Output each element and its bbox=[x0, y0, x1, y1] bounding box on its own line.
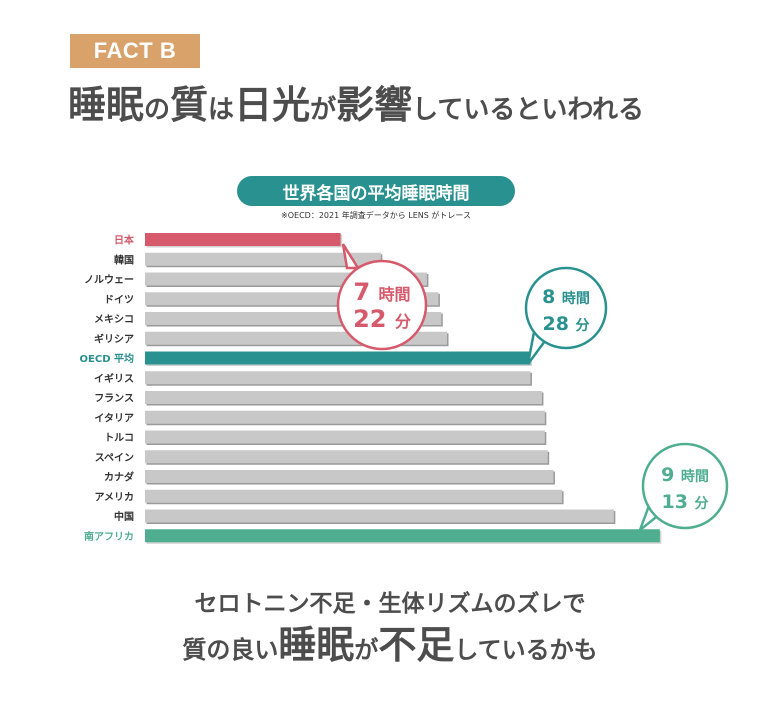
bottom-message-line2: 質の良い睡眠が不足しているかも bbox=[0, 626, 780, 664]
category-label: アメリカ bbox=[95, 491, 135, 503]
category-label: メキシコ bbox=[94, 314, 134, 326]
callout-line2: 28 分 bbox=[542, 313, 589, 335]
headline-segment: は bbox=[208, 95, 235, 125]
callout-line2: 13 分 bbox=[661, 491, 708, 513]
headline-segment: 睡眠 bbox=[68, 83, 145, 127]
bar bbox=[145, 470, 554, 483]
callout-tail bbox=[341, 243, 361, 270]
callout-line2: 22 分 bbox=[353, 305, 411, 333]
chart-title: 世界各国の平均睡眠時間 bbox=[237, 176, 515, 206]
chart-source: ※OECD：2021 年調査データから LENS がトレース bbox=[281, 211, 471, 220]
bar bbox=[145, 252, 381, 266]
bar bbox=[145, 450, 548, 464]
category-label: ドイツ bbox=[104, 294, 134, 306]
headline-segment: しているといわれる bbox=[412, 95, 645, 125]
bottom-line2-segment: が bbox=[354, 636, 379, 664]
headline-segment: 日光 bbox=[234, 83, 311, 127]
headline-segment: 質 bbox=[170, 83, 209, 127]
category-label: カナダ bbox=[104, 471, 134, 484]
bottom-message-line1: セロトニン不足・生体リズムのズレで bbox=[194, 591, 586, 617]
bar bbox=[145, 410, 545, 424]
callout-line1: 7 時間 bbox=[353, 278, 410, 306]
bar bbox=[145, 351, 531, 365]
category-label: 中国 bbox=[114, 510, 134, 523]
bar bbox=[145, 430, 545, 444]
bar bbox=[145, 233, 341, 246]
headline-segment: が bbox=[310, 95, 337, 125]
bar bbox=[145, 529, 660, 543]
category-label: 日本 bbox=[114, 234, 135, 247]
bar bbox=[145, 391, 542, 404]
bottom-line2-segment: しているかも bbox=[454, 636, 598, 664]
bottom-line2-segment: 質の良い bbox=[182, 636, 279, 664]
category-label: イタリア bbox=[94, 412, 134, 424]
category-label: トルコ bbox=[104, 432, 134, 444]
headline: 睡眠の質は日光が影響しているといわれる bbox=[68, 86, 748, 124]
category-label: ノルウェー bbox=[84, 274, 134, 286]
headline-segment: の bbox=[144, 95, 171, 125]
bottom-line2-segment: 不足 bbox=[378, 623, 455, 667]
bar bbox=[145, 489, 563, 503]
callout-line1: 9 時間 bbox=[661, 464, 709, 486]
category-label: スペイン bbox=[95, 452, 134, 464]
bottom-line2-segment: 睡眠 bbox=[278, 623, 355, 667]
category-label: イギリス bbox=[94, 372, 134, 385]
bar bbox=[145, 509, 614, 523]
bar bbox=[145, 371, 531, 385]
callout-fill bbox=[527, 269, 605, 347]
callout-line1: 8 時間 bbox=[542, 286, 590, 308]
headline-segment: 影響 bbox=[336, 83, 413, 127]
category-label: ギリシア bbox=[94, 332, 134, 345]
callout-fill bbox=[339, 262, 425, 348]
callout-fill bbox=[644, 445, 726, 527]
category-label: フランス bbox=[94, 393, 134, 405]
category-label: 南アフリカ bbox=[84, 530, 134, 543]
category-label: OECD 平均 bbox=[80, 352, 134, 365]
category-label: 韓国 bbox=[114, 253, 134, 266]
fact-badge: FACT B bbox=[70, 34, 200, 68]
